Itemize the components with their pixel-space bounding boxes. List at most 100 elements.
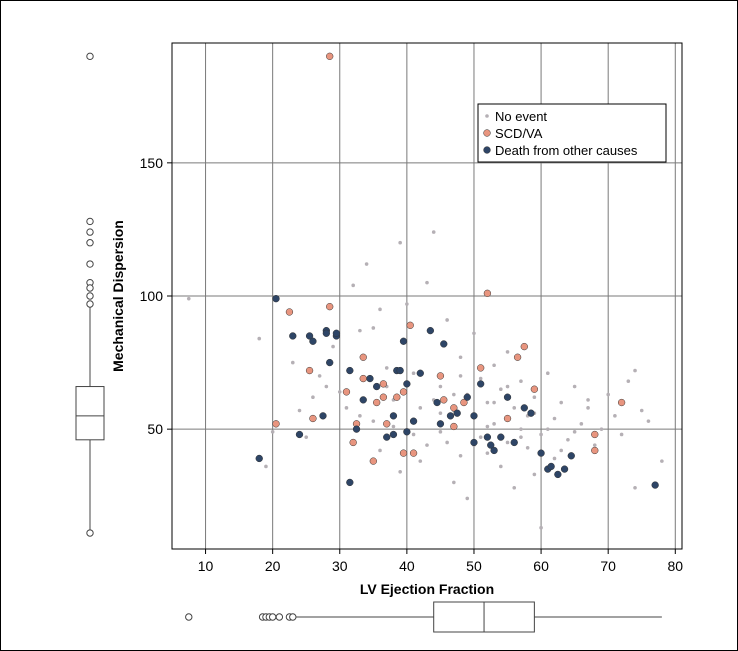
point-no_event xyxy=(499,464,503,469)
point-no_event xyxy=(384,366,389,370)
point-no_event xyxy=(438,411,443,415)
point-no_event xyxy=(472,331,476,336)
point-no_event xyxy=(566,438,570,442)
point-no_event xyxy=(545,371,550,376)
point-no_event xyxy=(512,485,517,490)
point-no_event xyxy=(438,384,443,389)
point-no_event xyxy=(458,453,463,458)
boxplot-y-outlier xyxy=(86,228,94,236)
point-scd_va xyxy=(617,398,626,407)
point-no_event xyxy=(465,496,470,501)
point-no_event xyxy=(559,448,564,453)
point-no_event xyxy=(646,419,651,423)
point-no_event xyxy=(445,318,449,322)
x-tick-label: 40 xyxy=(399,558,415,574)
point-death_other xyxy=(403,380,411,388)
point-scd_va xyxy=(513,353,522,361)
point-death_other xyxy=(436,420,445,428)
point-scd_va xyxy=(450,422,458,431)
point-death_other xyxy=(477,380,485,388)
point-no_event xyxy=(525,446,530,450)
point-no_event xyxy=(411,371,416,376)
y-tick-label: 100 xyxy=(140,288,164,304)
point-no_event xyxy=(458,355,463,360)
point-death_other xyxy=(416,369,424,377)
point-scd_va xyxy=(483,289,492,297)
point-no_event xyxy=(398,469,402,474)
point-death_other xyxy=(295,430,304,439)
point-no_event xyxy=(304,435,309,439)
point-death_other xyxy=(487,441,495,449)
point-no_event xyxy=(264,464,268,469)
point-no_event xyxy=(485,424,490,429)
point-no_event xyxy=(492,422,496,426)
point-scd_va xyxy=(530,385,539,393)
point-scd_va xyxy=(373,398,381,407)
point-death_other xyxy=(396,366,404,375)
boxplot-x-outlier xyxy=(268,613,277,621)
point-no_event xyxy=(519,427,523,431)
point-no_event xyxy=(572,384,577,389)
point-no_event xyxy=(539,432,543,437)
point-death_other xyxy=(510,438,518,447)
point-scd_va xyxy=(379,393,388,401)
point-no_event xyxy=(290,360,295,365)
point-death_other xyxy=(554,470,562,479)
point-no_event xyxy=(371,419,376,423)
point-scd_va xyxy=(399,388,408,396)
point-death_other xyxy=(651,481,659,489)
point-no_event xyxy=(431,230,436,234)
point-death_other xyxy=(403,428,411,436)
point-no_event xyxy=(344,406,349,410)
boxplot-x-outlier xyxy=(289,613,297,621)
legend-label-scd_va: SCD/VA xyxy=(495,126,543,141)
boxplot-y-outlier xyxy=(86,529,94,537)
point-scd_va xyxy=(305,366,314,375)
point-scd_va xyxy=(326,52,334,60)
legend-box xyxy=(477,103,667,163)
point-no_event xyxy=(633,485,637,490)
point-no_event xyxy=(425,280,429,285)
point-scd_va xyxy=(591,430,599,439)
point-death_other xyxy=(352,425,361,433)
point-death_other xyxy=(453,409,461,417)
boxplot-y-box xyxy=(75,386,105,441)
point-scd_va xyxy=(369,457,377,465)
point-no_event xyxy=(539,525,543,530)
point-scd_va xyxy=(379,380,388,388)
point-death_other xyxy=(440,340,448,348)
legend-marker-death_other xyxy=(483,146,491,154)
point-scd_va xyxy=(477,364,485,372)
point-scd_va xyxy=(436,372,445,380)
point-no_event xyxy=(492,400,496,405)
legend-marker-no_event xyxy=(485,114,489,118)
point-death_other xyxy=(497,433,505,441)
point-no_event xyxy=(552,416,557,421)
point-no_event xyxy=(270,430,275,434)
boxplot-y-outlier xyxy=(86,300,94,308)
point-no_event xyxy=(626,379,631,384)
boxplot-y-outlier xyxy=(86,239,94,247)
point-no_event xyxy=(398,240,402,245)
point-scd_va xyxy=(520,342,528,351)
point-death_other xyxy=(373,382,381,391)
point-no_event xyxy=(613,414,617,418)
point-no_event xyxy=(378,307,382,312)
point-death_other xyxy=(446,412,455,420)
point-no_event xyxy=(331,344,335,349)
point-no_event xyxy=(586,406,590,410)
x-tick-label: 20 xyxy=(265,558,281,574)
boxplot-y-outlier xyxy=(86,52,94,61)
point-no_event xyxy=(438,430,443,434)
point-death_other xyxy=(309,337,317,345)
point-no_event xyxy=(592,443,597,447)
point-no_event xyxy=(572,430,577,434)
point-no_event xyxy=(186,296,191,301)
point-no_event xyxy=(297,408,302,413)
point-no_event xyxy=(364,262,369,266)
point-no_event xyxy=(458,374,463,378)
point-no_event xyxy=(599,427,604,431)
point-no_event xyxy=(337,390,342,394)
point-death_other xyxy=(366,374,374,383)
